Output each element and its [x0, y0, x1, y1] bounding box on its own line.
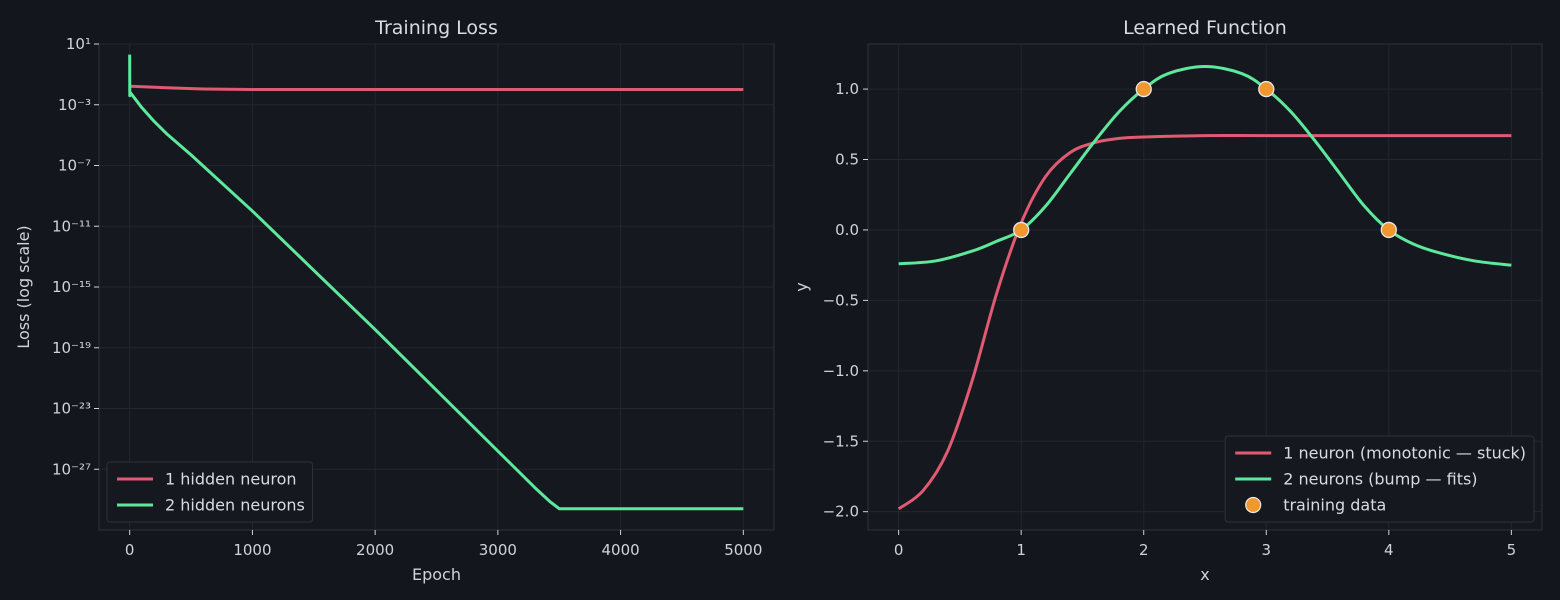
function-panel: 0 1 2 3 4 5 −2.0 −1.5 −1.0 −0.5 0.0 0.5 1.0 Learned… [792, 17, 1543, 584]
legend-label: 1 hidden neuron [165, 470, 297, 489]
y-tick-label: 10⁻³ [58, 96, 91, 114]
loss-y-ticks: 10¹ 10⁻³ 10⁻⁷ 10⁻¹¹ 10⁻¹⁵ 10⁻¹⁹ 10⁻²³ 10⁻²⁷ [52, 35, 99, 478]
function-series [897, 65, 1512, 511]
function-y-axis-label: y [792, 282, 811, 291]
x-tick-label: 3000 [479, 541, 517, 559]
training-point [1135, 80, 1152, 98]
x-tick-label: 0 [125, 541, 135, 559]
legend-frame [1224, 435, 1535, 523]
y-tick-label: −1.0 [823, 362, 859, 380]
function-line [898, 65, 1512, 267]
legend-label: training data [1283, 496, 1386, 515]
y-tick-label: 0.5 [835, 151, 859, 169]
x-tick-label: 0 [894, 541, 904, 559]
x-tick-label: 5 [1507, 541, 1517, 559]
function-line [897, 133, 1512, 511]
y-tick-label: 10¹ [66, 35, 91, 53]
training-point [1258, 80, 1275, 98]
y-tick-label: −0.5 [823, 291, 859, 309]
function-x-axis-label: x [1200, 565, 1209, 584]
x-tick-label: 4000 [601, 541, 639, 559]
function-x-ticks: 0 1 2 3 4 5 [894, 530, 1516, 559]
y-tick-label: 1.0 [835, 80, 859, 98]
x-tick-label: 1000 [233, 541, 271, 559]
y-tick-label: 10⁻²³ [52, 400, 91, 418]
loss-x-axis-label: Epoch [412, 565, 461, 584]
y-tick-label: −2.0 [823, 503, 859, 521]
loss-series [128, 54, 744, 511]
legend-label: 1 neuron (monotonic — stuck) [1283, 444, 1526, 463]
x-tick-label: 5000 [724, 541, 762, 559]
y-tick-label: −1.5 [823, 432, 859, 450]
x-tick-label: 4 [1384, 541, 1394, 559]
loss-panel: 0 1000 2000 3000 4000 5000 10¹10⁻³10⁻⁷10⁻¹¹10… [14, 17, 775, 584]
y-tick-label: 0.0 [835, 221, 859, 239]
legend-marker [1245, 496, 1262, 514]
loss-line [128, 54, 744, 511]
y-tick-label: 10⁻¹⁵ [52, 278, 91, 296]
loss-chart-title: Training Loss [374, 17, 498, 39]
loss-line [129, 84, 744, 92]
y-tick-label: 10⁻¹¹ [52, 217, 91, 235]
function-legend: 1 neuron (monotonic — stuck) 2 neurons (b… [1224, 435, 1535, 523]
x-tick-label: 1 [1016, 541, 1026, 559]
y-tick-label: 10⁻²⁷ [52, 460, 91, 478]
loss-x-ticks: 0 1000 2000 3000 4000 5000 [125, 530, 762, 559]
y-tick-label: 10⁻⁷ [58, 157, 91, 175]
y-tick-label: 10⁻¹⁹ [52, 339, 91, 357]
legend-label: 2 hidden neurons [165, 496, 305, 515]
x-tick-label: 2000 [356, 541, 394, 559]
function-chart-title: Learned Function [1123, 17, 1287, 39]
function-y-ticks: −2.0 −1.5 −1.0 −0.5 0.0 0.5 1.0 [823, 80, 868, 521]
training-point [1013, 221, 1030, 239]
x-tick-label: 3 [1261, 541, 1271, 559]
training-point [1380, 221, 1397, 239]
loss-legend: 1 hidden neuron 2 hidden neurons [106, 461, 314, 523]
loss-y-axis-label: Loss (log scale) [14, 225, 33, 348]
x-tick-label: 2 [1139, 541, 1149, 559]
legend-label: 2 neurons (bump — fits) [1283, 470, 1477, 489]
legend-frame [106, 461, 314, 523]
training-data-points [1013, 80, 1397, 239]
